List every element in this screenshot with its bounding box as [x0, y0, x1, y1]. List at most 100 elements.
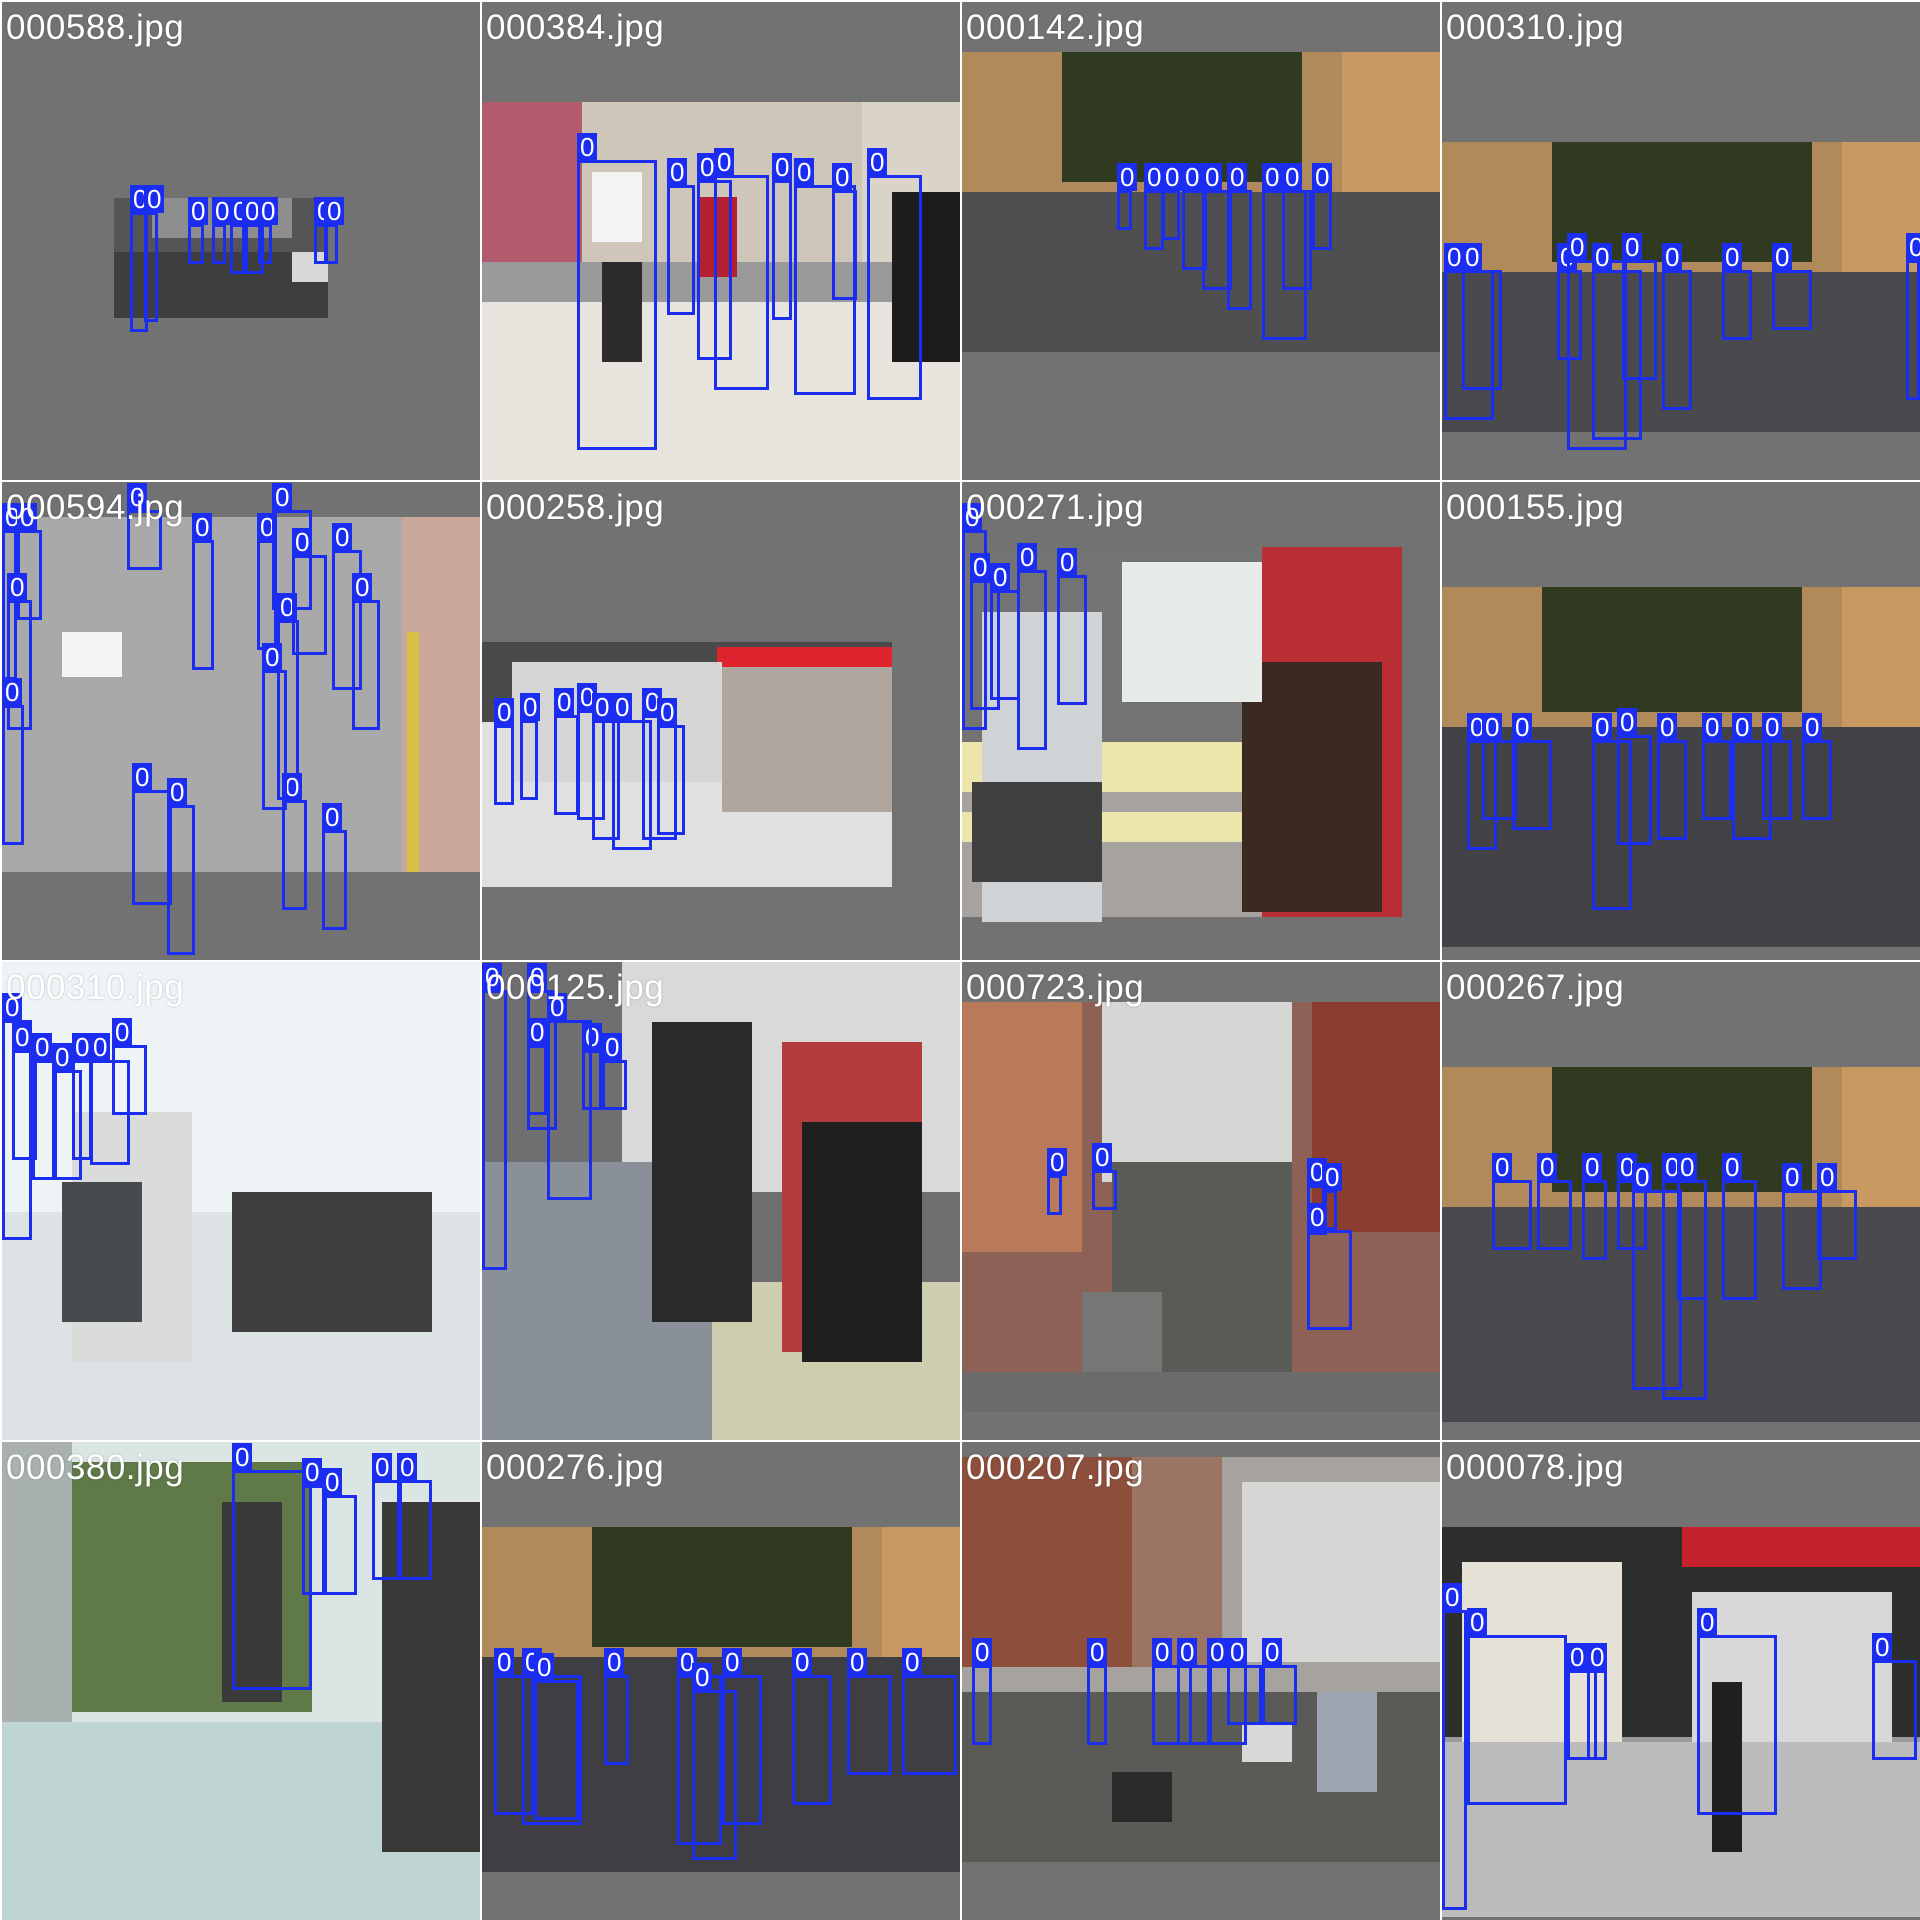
class-label: 0 [1732, 713, 1753, 741]
class-label: 0 [832, 163, 853, 191]
class-label: 0 [1442, 1583, 1463, 1611]
scene-region [592, 172, 642, 242]
class-label: 0 [1262, 1638, 1283, 1666]
class-label: 0 [258, 197, 279, 225]
person-bounding-box: 0 [722, 1648, 762, 1825]
mosaic-tile: 0 0 0 0 0 0 0 0 000258.jpg [482, 482, 960, 960]
class-label: 0 [17, 503, 38, 531]
person-bounding-box: 0 [1537, 1153, 1572, 1250]
person-bounding-box: 0 [1772, 243, 1812, 330]
mosaic-tile: 0 0 0 0 0 000380.jpg [2, 1442, 480, 1920]
class-label: 0 [1307, 1203, 1328, 1231]
class-label: 0 [1872, 1633, 1893, 1661]
person-bounding-box: 0 [1592, 243, 1642, 440]
class-label: 0 [1207, 1638, 1228, 1666]
class-label: 0 [1567, 233, 1588, 261]
class-label: 0 [714, 148, 735, 176]
class-label: 0 [1227, 1638, 1248, 1666]
class-label: 0 [1182, 163, 1203, 191]
tile-filename: 000276.jpg [486, 1448, 665, 1487]
person-bounding-box: 0 [534, 1653, 579, 1820]
person-bounding-box: 0 [1906, 233, 1920, 400]
person-bounding-box: 0 [1162, 163, 1183, 240]
class-label: 0 [1262, 163, 1283, 191]
tile-filename: 000588.jpg [6, 8, 185, 47]
class-label: 0 [192, 513, 213, 541]
tile-filename: 000380.jpg [6, 1448, 185, 1487]
class-label: 0 [7, 573, 28, 601]
person-bounding-box: 0 [554, 688, 579, 815]
scene-region [292, 252, 328, 282]
class-label: 0 [52, 1043, 73, 1071]
tile-filename: 000207.jpg [966, 1448, 1145, 1487]
class-label: 0 [1087, 1638, 1108, 1666]
person-bounding-box: 0 [582, 1023, 603, 1110]
class-label: 0 [527, 1018, 548, 1046]
scene-region [882, 1527, 960, 1657]
class-label: 0 [692, 1663, 713, 1691]
class-label: 0 [1092, 1143, 1113, 1171]
class-label: 0 [322, 803, 343, 831]
person-bounding-box: 0 [1087, 1638, 1108, 1745]
class-label: 0 [1782, 1163, 1803, 1191]
class-label: 0 [1512, 713, 1533, 741]
person-bounding-box: 0 [1782, 1163, 1822, 1290]
scene-region [717, 647, 892, 667]
class-label: 0 [352, 573, 373, 601]
class-label: 0 [547, 993, 568, 1021]
class-label: 0 [1492, 1153, 1513, 1181]
class-label: 0 [2, 678, 23, 706]
scene-region [1842, 1067, 1920, 1207]
person-bounding-box: 0 [322, 803, 347, 930]
scene-region [1682, 1527, 1920, 1567]
person-bounding-box: 0 [867, 148, 922, 400]
person-bounding-box: 0 [494, 1648, 534, 1815]
person-bounding-box: 0 [527, 1018, 548, 1115]
tile-filename: 000310.jpg [1446, 8, 1625, 47]
class-label: 0 [1322, 1163, 1343, 1191]
tile-filename: 000310.jpg [6, 968, 185, 1007]
class-label: 0 [2, 993, 23, 1021]
class-label: 0 [534, 1653, 555, 1681]
class-label: 0 [132, 763, 153, 791]
scene-region [652, 1022, 752, 1322]
class-label: 0 [577, 133, 598, 161]
scene-region [592, 1527, 852, 1647]
scene-region [1542, 587, 1802, 712]
class-label: 0 [482, 963, 503, 991]
class-label: 0 [372, 1453, 393, 1481]
scene-region [1102, 1002, 1292, 1182]
class-label: 0 [1677, 1153, 1698, 1181]
class-label: 0 [324, 197, 345, 225]
class-label: 0 [990, 563, 1011, 591]
person-bounding-box: 0 [1202, 163, 1232, 290]
tile-filename: 000258.jpg [486, 488, 665, 527]
scene-region [1082, 1292, 1162, 1372]
class-label: 0 [242, 197, 263, 225]
class-label: 0 [1592, 243, 1613, 271]
person-bounding-box: 0 [1632, 1163, 1682, 1390]
person-bounding-box: 0 [1872, 1633, 1917, 1760]
class-label: 0 [1722, 243, 1743, 271]
scene-region [802, 1122, 922, 1362]
person-bounding-box: 0 [1677, 1153, 1707, 1300]
person-bounding-box: 0 [990, 563, 1020, 700]
person-bounding-box: 0 [847, 1648, 892, 1775]
class-label: 0 [604, 1648, 625, 1676]
tile-filename: 000142.jpg [966, 8, 1145, 47]
person-bounding-box: 0 [397, 1453, 432, 1580]
person-bounding-box: 0 [1207, 1638, 1247, 1745]
class-label: 0 [1587, 1643, 1608, 1671]
scene-region [482, 302, 960, 480]
tile-filename: 000267.jpg [1446, 968, 1625, 1007]
person-bounding-box: 0 [1732, 713, 1772, 840]
scene-region [962, 1002, 1082, 1252]
person-bounding-box: 0 [1582, 1153, 1607, 1260]
scene-region [1342, 52, 1440, 192]
class-label: 0 [1202, 163, 1223, 191]
class-label: 0 [1467, 1608, 1488, 1636]
class-label: 0 [792, 1648, 813, 1676]
person-bounding-box: 0 [1017, 543, 1047, 750]
class-label: 0 [1152, 1638, 1173, 1666]
person-bounding-box: 0 [604, 1648, 629, 1765]
